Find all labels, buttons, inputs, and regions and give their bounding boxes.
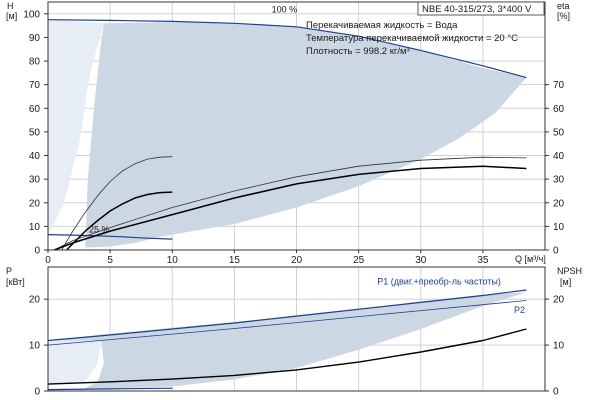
head-efficiency-panel: 0 10 20 30 40 50 60 70 80 90 100 0 10 20 30 40 50 60 70 0 5 1…	[23, 1, 565, 266]
head-y-tick-label: 30	[29, 175, 41, 186]
curve-eta-big-thick	[53, 165, 527, 251]
curve-eta-thin	[61, 156, 173, 251]
head-y2-tick-label: 0	[553, 246, 559, 257]
curve-P1-100	[47, 289, 527, 342]
title-box	[417, 1, 545, 16]
curve-H100	[47, 19, 527, 79]
y-left-label-unit: [м]	[6, 11, 17, 21]
head-operating-range	[85, 22, 527, 248]
power-y-tick-label: 10	[29, 341, 41, 352]
y-right-label-unit: [%]	[557, 11, 570, 21]
power-y2-tick-label: 0	[553, 387, 559, 398]
power-operating-range	[48, 292, 527, 389]
axis-labels: H [м] eta [%] Q [м³/ч] P [кВт] NPSH [м]	[6, 1, 582, 287]
p-axis-label-unit: [кВт]	[6, 277, 25, 287]
info-box: NBE 40-315/273, 3*400 V Перекачиваемая ж…	[306, 1, 545, 57]
x-tick-label: 25	[353, 255, 365, 266]
head-left-region	[48, 19, 104, 235]
x-tick-label: 0	[45, 255, 51, 266]
head-y-tick-label: 100	[23, 9, 40, 20]
head-y-tick-label: 0	[34, 246, 40, 257]
power-left-region	[48, 340, 102, 385]
x-tick-label: 10	[167, 255, 179, 266]
head-y-tick-label: 10	[29, 222, 41, 233]
power-y2-tick-label: 10	[553, 341, 565, 352]
y-right-label-symbol: eta	[557, 1, 570, 11]
curve-eta-big-thin	[54, 156, 527, 251]
power-y-tick-label: 0	[34, 387, 40, 398]
curve-annotation: 100 %	[272, 5, 298, 15]
head-y-tick-label: 80	[29, 57, 41, 68]
curve-annotation: 25 %	[89, 224, 110, 234]
x-tick-label: 15	[229, 255, 241, 266]
head-y2-tick-label: 30	[553, 175, 565, 186]
curve-P1-25	[47, 387, 173, 391]
chart-title: NBE 40-315/273, 3*400 V	[422, 4, 532, 15]
info-liquid: Перекачиваемая жидкость = Вода	[306, 20, 458, 31]
x-axis-label: Q [м³/ч]	[515, 254, 546, 264]
head-y2-tick-label: 70	[553, 80, 565, 91]
curve-NPSH	[47, 328, 527, 385]
power-plot-frame	[47, 266, 546, 392]
power-y2-tick-label: 20	[553, 295, 565, 306]
x-tick-label: 35	[477, 255, 489, 266]
info-density: Плотность = 998.2 кг/м³	[306, 46, 410, 57]
npsh-axis-label-unit: [м]	[560, 277, 571, 287]
y-left-label-symbol: H	[7, 1, 14, 11]
info-temperature: Температура перекачиваемой жидкости = 20…	[306, 33, 518, 44]
x-tick-label: 30	[415, 255, 427, 266]
head-y-tick-label: 50	[29, 127, 41, 138]
curve-annotation: P1 (двиг.+преобр-ль частоты)	[377, 276, 501, 286]
curve-H25	[47, 234, 173, 240]
power-npsh-panel: 0 10 20 0 10 20 P1 (двиг.+преобр-ль частоты) P2	[29, 266, 565, 398]
head-y-tick-label: 70	[29, 80, 41, 91]
head-y2-tick-label: 60	[553, 104, 565, 115]
x-tick-label: 20	[291, 255, 303, 266]
curve-annotation: P2	[514, 305, 525, 315]
head-y2-tick-label: 50	[553, 127, 565, 138]
head-y2-tick-label: 40	[553, 151, 565, 162]
x-tick-label: 5	[107, 255, 113, 266]
power-y-tick-label: 20	[29, 295, 41, 306]
head-y-tick-label: 60	[29, 104, 41, 115]
curve-eta-thick	[66, 191, 173, 251]
head-y2-tick-label: 20	[553, 198, 565, 209]
head-y-tick-label: 40	[29, 151, 41, 162]
head-y2-tick-label: 10	[553, 222, 565, 233]
npsh-axis-label-symbol: NPSH	[557, 266, 582, 276]
head-y-tick-label: 20	[29, 198, 41, 209]
curve-P2-100	[47, 300, 527, 346]
head-y-tick-label: 90	[29, 33, 41, 44]
p-axis-label-symbol: P	[6, 266, 12, 276]
